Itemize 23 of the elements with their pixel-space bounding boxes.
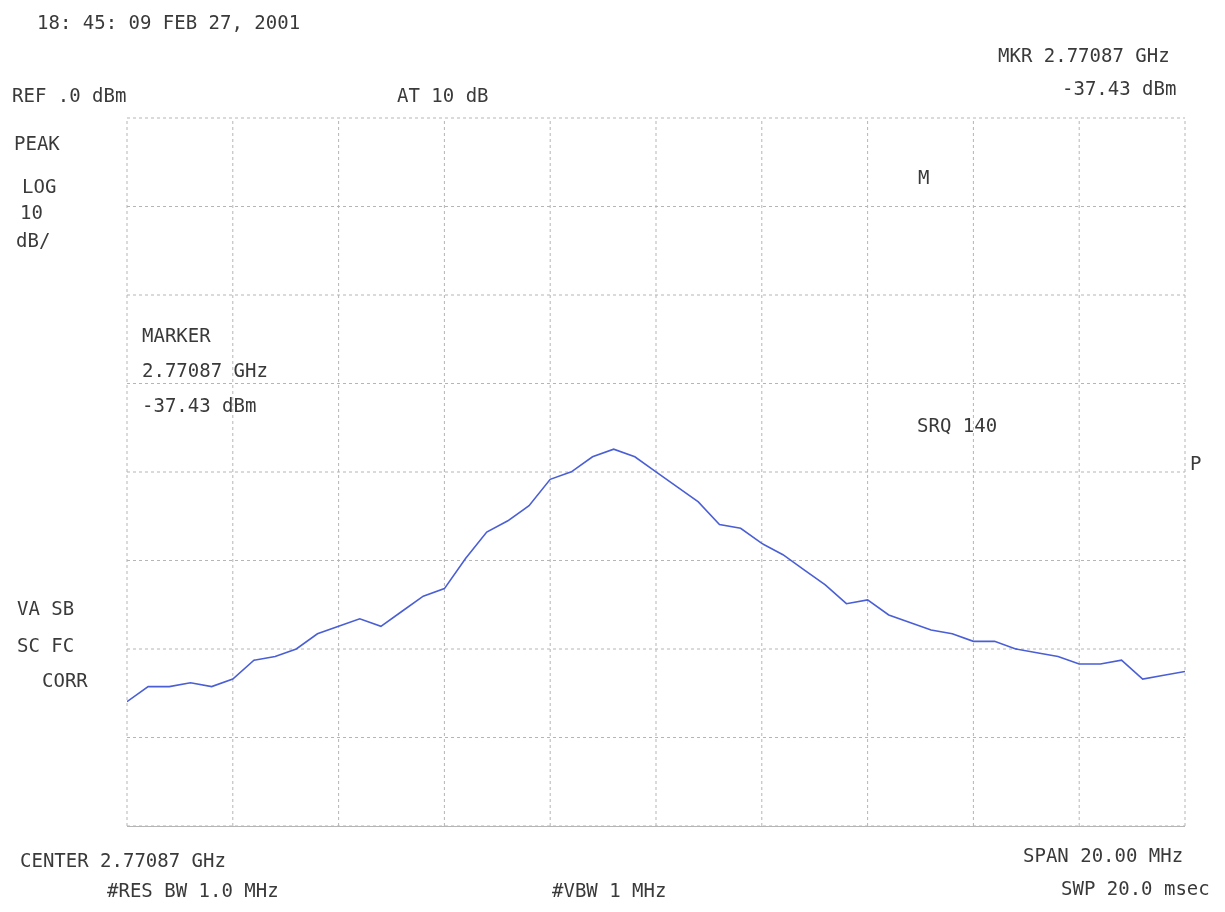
text: AT 10 dB [397,84,489,106]
text: SRQ 140 [917,414,998,436]
text: -37.43 dBm [142,394,257,416]
text: 18: 45: 09 FEB 27, 2001 [37,11,301,33]
text: SPAN 20.00 MHz [1023,844,1184,866]
text: P [1190,452,1202,474]
text: -37.43 dBm [1062,77,1177,99]
text: REF .0 dBm [12,84,127,106]
text: LOG [22,175,57,197]
text: 10 [20,201,43,223]
text: MARKER [142,324,212,346]
text: MKR 2.77087 GHz [998,44,1170,66]
text: 2.77087 GHz [142,359,268,381]
text: SWP 20.0 msec [1061,877,1210,899]
text: CORR [42,669,89,691]
text: dB/ [16,229,51,251]
text: M [918,166,930,188]
text: PEAK [14,132,61,154]
text: #VBW 1 MHz [552,879,667,901]
text: CENTER 2.77087 GHz [20,849,226,871]
text: VA SB [17,597,75,619]
text: #RES BW 1.0 MHz [107,879,279,901]
text: SC FC [17,634,75,656]
